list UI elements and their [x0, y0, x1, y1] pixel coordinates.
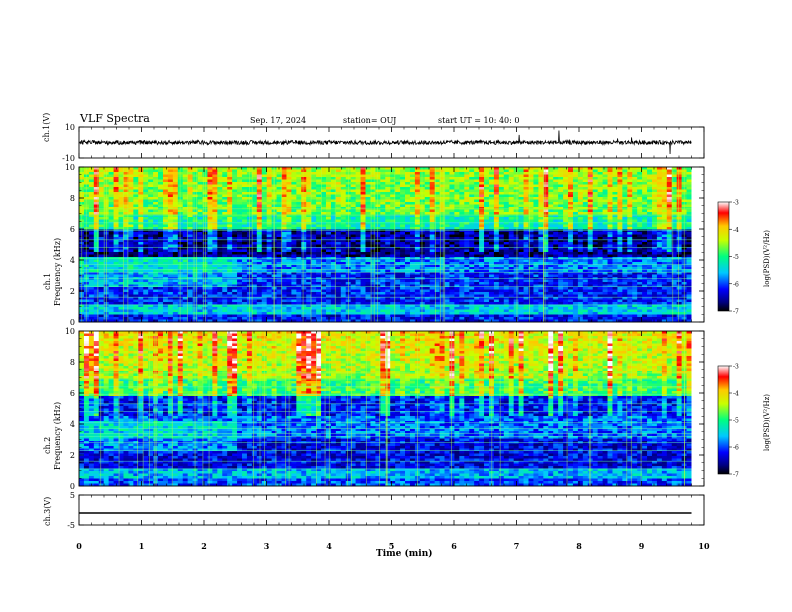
header-date: Sep. 17, 2024 — [250, 116, 307, 125]
ch1-spectrogram-ytick-10: 10 — [65, 163, 75, 172]
ch1-spectrogram-spherics — [81, 167, 685, 322]
ch1-spectrogram-ytick-6: 6 — [70, 225, 75, 234]
ch2-spectrogram-ytick-6: 6 — [70, 389, 75, 398]
ch2-spectrogram-ytick-10: 10 — [65, 327, 75, 336]
x-tick-2: 2 — [201, 541, 207, 551]
x-tick-10: 10 — [698, 541, 710, 551]
ch2-spectrogram-colorbar-tick--7: -7 — [733, 472, 739, 479]
ch1-spectrogram-ytick-0: 0 — [70, 318, 75, 327]
ch2-spectrogram-ytick-8: 8 — [70, 358, 75, 367]
ch2-spectrogram-cells — [79, 331, 692, 487]
ch1-spectrogram-ytick-4: 4 — [70, 256, 75, 265]
chart-title: VLF Spectra — [80, 112, 150, 125]
x-tick-4: 4 — [326, 541, 332, 551]
ch2-spectrogram-ytick-4: 4 — [70, 420, 75, 429]
ch1-waveform-ytick-10: 10 — [65, 123, 75, 132]
ch1-spectrogram-colorbar-tick--4: -4 — [733, 227, 739, 234]
x-axis-label: Time (min) — [376, 549, 433, 559]
header-start-time: start UT = 10: 40: 0 — [438, 116, 520, 125]
ch1-spectrogram-colorbar-tick--5: -5 — [733, 254, 739, 261]
ch2-spectrogram-colorbar-tick--5: -5 — [733, 418, 739, 425]
ch1-spectrogram-colorbar-tick--6: -6 — [733, 281, 739, 288]
x-tick-6: 6 — [451, 541, 457, 551]
ch1-spectrogram-colorbar-tick--7: -7 — [733, 309, 739, 316]
ch1-spectrogram-ytick-2: 2 — [70, 287, 75, 296]
x-tick-0: 0 — [76, 541, 82, 551]
x-tick-8: 8 — [576, 541, 582, 551]
x-tick-5: 5 — [389, 541, 395, 551]
ch3-waveform-ytick--5: -5 — [67, 521, 75, 530]
ch2-spectrogram-spherics — [78, 331, 685, 486]
x-tick-1: 1 — [139, 541, 145, 551]
header-station: station= OUJ — [343, 116, 397, 125]
ch2-spectrogram-ytick-0: 0 — [70, 482, 75, 491]
ch1-waveform-ytick--10: -10 — [62, 154, 75, 163]
ch2-spectrogram-colorbar-tick--4: -4 — [733, 391, 739, 398]
ch1-spectrogram-cells — [79, 167, 692, 323]
ch2-spectrogram-colorbar-tick--6: -6 — [733, 445, 739, 452]
ch3-waveform-ytick-5: 5 — [70, 491, 75, 500]
ch2-spectrogram-ytick-2: 2 — [70, 451, 75, 460]
ch2-spectrogram-colorbar-tick--3: -3 — [733, 364, 739, 371]
ch1-spectrogram-ytick-8: 8 — [70, 194, 75, 203]
x-tick-3: 3 — [264, 541, 270, 551]
ch1-spectrogram-colorbar — [717, 201, 730, 312]
ch2-spectrogram-colorbar — [717, 365, 730, 475]
ch1-spectrogram-narrowband-lines — [79, 208, 692, 306]
x-tick-7: 7 — [514, 541, 520, 551]
x-tick-9: 9 — [639, 541, 645, 551]
ch1-spectrogram-colorbar-tick--3: -3 — [733, 200, 739, 207]
ch1-waveform-trace — [78, 130, 692, 155]
